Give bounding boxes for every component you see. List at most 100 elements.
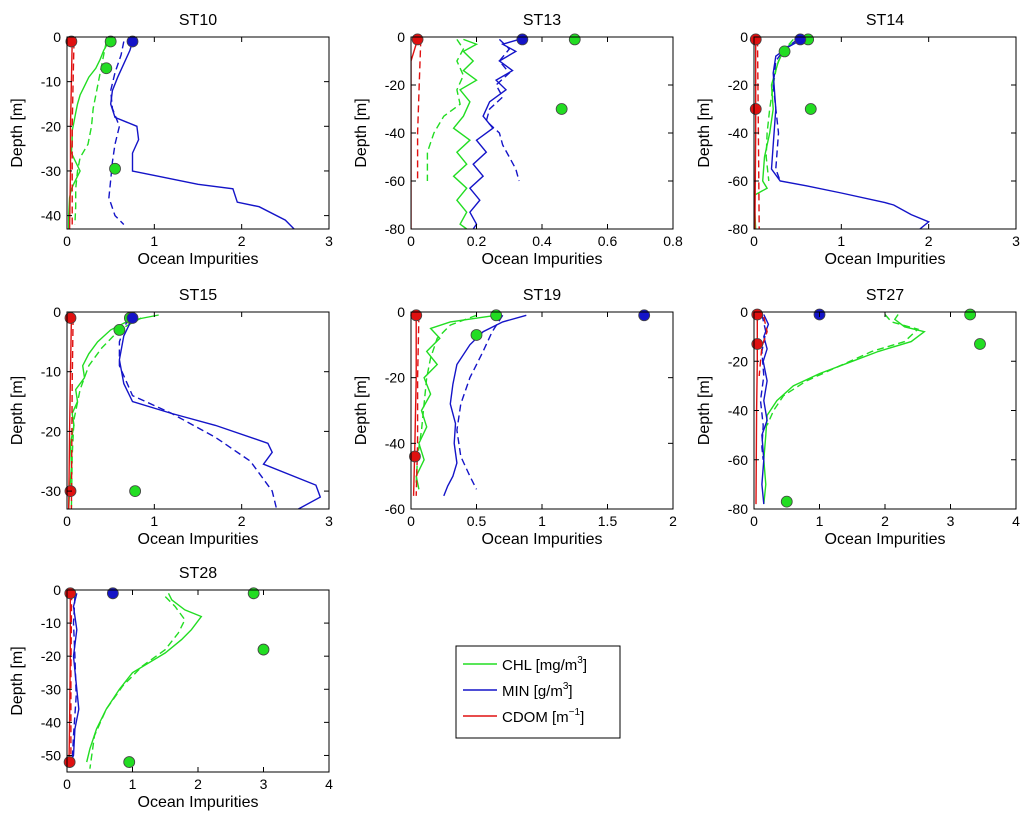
- panel-title: ST27: [866, 287, 904, 304]
- panel-st27: ST27 0 1 2 3 4 0 -20 -40 -60 -80 Ocean Impurities De…: [696, 287, 1020, 548]
- x-tick-label: 0.2: [467, 233, 487, 249]
- y-tick-label: -30: [41, 681, 61, 697]
- panel-title: ST19: [523, 287, 561, 304]
- chl-sample-dot: [129, 485, 142, 497]
- y-tick-label: -40: [41, 208, 61, 224]
- chl-sample-dot: [555, 103, 568, 115]
- chl-sample-dot: [109, 162, 121, 175]
- legend-entry-cdom: CDOM [m−1]: [502, 707, 584, 726]
- y-tick-label: -20: [41, 118, 61, 134]
- cdom-dashed-line: [758, 316, 768, 377]
- chl-sample-dot: [104, 35, 117, 48]
- chl-sample-dot: [470, 329, 483, 341]
- cdom-sample-dot: [751, 338, 764, 350]
- min-solid-line: [761, 314, 770, 505]
- x-tick-label: 1: [150, 513, 158, 529]
- legend-entry-min: MIN [g/m3]: [502, 681, 573, 700]
- x-tick-label: 3: [1012, 233, 1020, 249]
- chl-dashed-line: [89, 596, 186, 769]
- chl-sample-dot: [780, 495, 793, 508]
- chl-sample-dot: [257, 643, 270, 656]
- chl-solid-line: [415, 314, 497, 490]
- y-tick-label: 0: [53, 582, 61, 598]
- y-tick-label: 0: [740, 304, 748, 320]
- x-axis-label: Ocean Impurities: [138, 251, 259, 268]
- chl-solid-line: [763, 314, 926, 505]
- chl-sample-dot: [123, 756, 136, 768]
- data-layer: [755, 314, 926, 505]
- y-axis-label: Depth [m]: [353, 376, 370, 445]
- x-tick-label: 2: [881, 513, 889, 529]
- y-tick-label: -50: [41, 747, 61, 763]
- chl-sample-dot: [778, 45, 791, 58]
- legend-label-tail: ]: [568, 683, 572, 700]
- panel-st15: ST15 0 1 2 3 0 -10 -20 -30 Ocean Impurities Depth …: [9, 287, 333, 548]
- panel-title: ST13: [523, 12, 561, 29]
- min-solid-line: [109, 41, 295, 229]
- y-tick-label: -30: [41, 163, 61, 179]
- data-layer: [68, 314, 322, 509]
- x-tick-label: 0.5: [467, 513, 487, 529]
- legend-superscript: 3: [577, 655, 583, 666]
- y-axis-label: Depth [m]: [696, 376, 713, 445]
- legend-superscript: 3: [563, 681, 569, 692]
- legend-superscript: −1: [569, 707, 581, 718]
- x-axis-label: Ocean Impurities: [138, 531, 259, 548]
- chl-sample-dot: [804, 103, 817, 115]
- y-tick-label: -10: [41, 615, 61, 631]
- y-axis-label: Depth [m]: [696, 98, 713, 167]
- cdom-solid-line: [754, 39, 757, 229]
- plot-area: [754, 312, 1016, 509]
- cdom-solid-line: [68, 317, 73, 509]
- cdom-dashed-line: [70, 593, 73, 763]
- x-axis-label: Ocean Impurities: [482, 531, 603, 548]
- cdom-sample-dot: [409, 450, 421, 463]
- plot-area: [754, 37, 1016, 229]
- cdom-solid-line: [755, 314, 758, 505]
- y-tick-label: -60: [385, 173, 405, 189]
- axes-frame: [66, 36, 330, 230]
- chl-dashed-line: [766, 314, 920, 426]
- data-layer: [412, 314, 527, 497]
- y-tick-label: -20: [385, 77, 405, 93]
- min-solid-line: [770, 38, 931, 229]
- legend-label: CDOM [m: [502, 709, 569, 726]
- cdom-dashed-line: [416, 39, 422, 181]
- x-tick-label: 2: [194, 776, 202, 792]
- cdom-sample-dot: [64, 587, 77, 600]
- panel-st10: ST10 0 1 2 3 0 -10 -20 -30 -40 Ocean Impurities Dep…: [9, 12, 333, 268]
- cdom-sample-dot: [749, 103, 762, 115]
- panel-title: ST15: [179, 287, 217, 304]
- x-tick-label: 1: [129, 776, 137, 792]
- cdom-dashed-line: [70, 317, 74, 509]
- y-axis-label: Depth [m]: [9, 98, 26, 167]
- chl-solid-line: [754, 38, 799, 229]
- y-tick-label: -40: [385, 435, 405, 451]
- legend-label-tail: ]: [583, 657, 587, 674]
- x-tick-label: 0.6: [598, 233, 618, 249]
- x-tick-label: 1.5: [598, 513, 618, 529]
- x-tick-label: 2: [669, 513, 677, 529]
- y-tick-label: -20: [728, 353, 748, 369]
- y-tick-label: -80: [728, 221, 748, 237]
- chl-solid-line: [452, 38, 479, 229]
- x-axis-label: Ocean Impurities: [482, 251, 603, 268]
- y-tick-label: 0: [53, 304, 61, 320]
- y-axis-label: Depth [m]: [9, 376, 26, 445]
- x-tick-label: 0: [407, 233, 415, 249]
- x-tick-label: 1: [816, 513, 824, 529]
- y-tick-label: 0: [397, 304, 405, 320]
- x-axis-label: Ocean Impurities: [825, 531, 946, 548]
- cdom-dashed-line: [71, 41, 75, 225]
- min-solid-line: [468, 38, 520, 229]
- y-tick-label: -20: [41, 423, 61, 439]
- y-tick-label: -80: [728, 501, 748, 517]
- cdom-sample-dot: [65, 35, 78, 48]
- x-tick-label: 0: [63, 513, 71, 529]
- panel-st19: ST19 0 0.5 1 1.5 2 0 -20 -40 -60 Ocean Impurities D…: [353, 287, 677, 548]
- cdom-sample-dot: [63, 756, 76, 768]
- x-tick-label: 2: [238, 233, 246, 249]
- panel-st13: ST13 0 0.2 0.4 0.6 0.8 0 -20 -40 -60 -80 Ocean Impu…: [353, 12, 683, 268]
- legend-box: [455, 645, 621, 739]
